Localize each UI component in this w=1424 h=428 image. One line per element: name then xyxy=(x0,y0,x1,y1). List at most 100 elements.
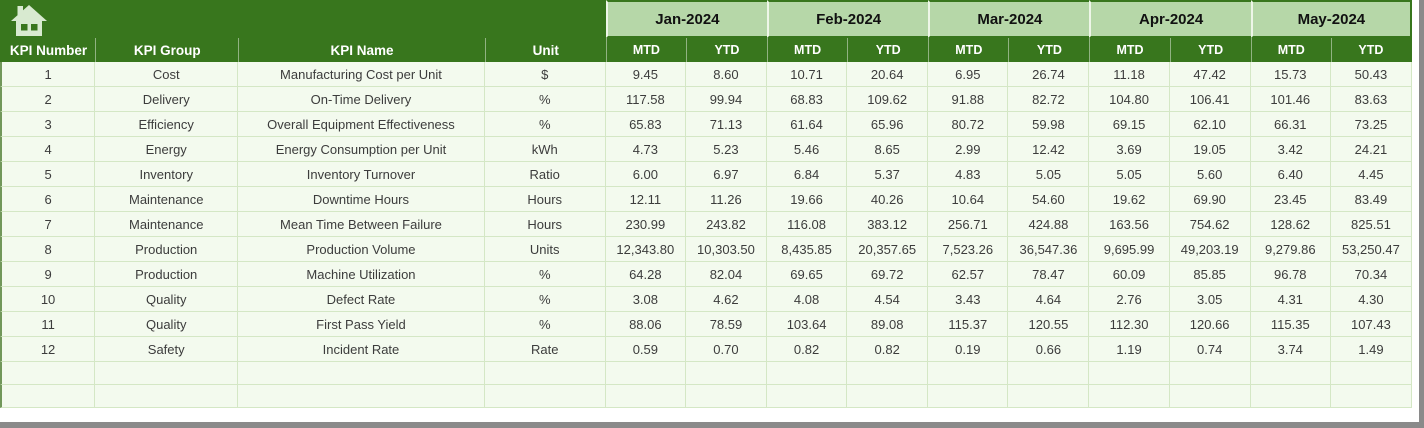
month-header-feb[interactable]: Feb-2024 xyxy=(767,0,929,38)
home-button[interactable] xyxy=(0,0,606,38)
cell-value[interactable]: 69.65 xyxy=(767,262,848,287)
cell-kpi-group[interactable]: Safety xyxy=(95,337,239,362)
cell-value[interactable]: 128.62 xyxy=(1250,212,1331,237)
cell-value[interactable]: 19.66 xyxy=(767,187,848,212)
cell-value[interactable]: 50.43 xyxy=(1330,62,1412,87)
cell-value[interactable]: 115.35 xyxy=(1250,312,1331,337)
subheader-may-ytd[interactable]: YTD xyxy=(1330,38,1412,62)
cell-value[interactable]: 82.04 xyxy=(685,262,768,287)
cell-value[interactable]: 19.05 xyxy=(1169,137,1251,162)
cell-unit[interactable]: % xyxy=(484,112,606,137)
cell-value[interactable]: 20,357.65 xyxy=(847,237,929,262)
cell-value[interactable]: 0.74 xyxy=(1169,337,1251,362)
cell-value[interactable]: 383.12 xyxy=(847,212,929,237)
cell-value[interactable]: 19.62 xyxy=(1089,187,1170,212)
cell-value[interactable]: 256.71 xyxy=(928,212,1009,237)
cell-kpi-number[interactable]: 10 xyxy=(0,287,96,312)
cell-value[interactable]: 4.62 xyxy=(685,287,768,312)
cell-empty[interactable] xyxy=(238,385,485,408)
cell-value[interactable]: 754.62 xyxy=(1169,212,1251,237)
subheader-apr-ytd[interactable]: YTD xyxy=(1169,38,1251,62)
cell-value[interactable]: 6.00 xyxy=(605,162,686,187)
cell-value[interactable]: 6.40 xyxy=(1250,162,1331,187)
cell-kpi-name[interactable]: Machine Utilization xyxy=(238,262,485,287)
cell-kpi-group[interactable]: Maintenance xyxy=(95,212,239,237)
cell-kpi-name[interactable]: Production Volume xyxy=(238,237,485,262)
cell-value[interactable]: 2.99 xyxy=(928,137,1009,162)
cell-unit[interactable]: Ratio xyxy=(484,162,606,187)
column-header-kpi-name[interactable]: KPI Name xyxy=(238,38,485,62)
cell-value[interactable]: 0.82 xyxy=(847,337,929,362)
cell-value[interactable]: 20.64 xyxy=(847,62,929,87)
cell-kpi-number[interactable]: 7 xyxy=(0,212,96,237)
cell-value[interactable]: 12.11 xyxy=(605,187,686,212)
cell-value[interactable]: 99.94 xyxy=(685,87,768,112)
cell-value[interactable]: 65.96 xyxy=(847,112,929,137)
cell-value[interactable]: 116.08 xyxy=(767,212,848,237)
cell-kpi-name[interactable]: Inventory Turnover xyxy=(238,162,485,187)
cell-kpi-name[interactable]: Defect Rate xyxy=(238,287,485,312)
cell-value[interactable]: 78.59 xyxy=(685,312,768,337)
cell-value[interactable]: 120.66 xyxy=(1169,312,1251,337)
cell-value[interactable]: 9.45 xyxy=(605,62,686,87)
cell-value[interactable]: 10.71 xyxy=(767,62,848,87)
cell-value[interactable]: 117.58 xyxy=(605,87,686,112)
cell-value[interactable]: 60.09 xyxy=(1089,262,1170,287)
cell-unit[interactable]: % xyxy=(484,87,606,112)
cell-value[interactable]: 64.28 xyxy=(605,262,686,287)
cell-value[interactable]: 78.47 xyxy=(1008,262,1090,287)
cell-empty[interactable] xyxy=(484,385,606,408)
cell-value[interactable]: 0.59 xyxy=(605,337,686,362)
cell-value[interactable]: 4.08 xyxy=(767,287,848,312)
cell-kpi-number[interactable]: 5 xyxy=(0,162,96,187)
cell-value[interactable]: 3.69 xyxy=(1089,137,1170,162)
cell-value[interactable]: 3.43 xyxy=(928,287,1009,312)
subheader-feb-ytd[interactable]: YTD xyxy=(847,38,929,62)
month-header-jan[interactable]: Jan-2024 xyxy=(605,0,768,38)
subheader-jan-ytd[interactable]: YTD xyxy=(685,38,768,62)
cell-value[interactable]: 9,279.86 xyxy=(1250,237,1331,262)
cell-kpi-name[interactable]: Energy Consumption per Unit xyxy=(238,137,485,162)
cell-value[interactable]: 4.54 xyxy=(847,287,929,312)
cell-value[interactable]: 0.66 xyxy=(1008,337,1090,362)
month-header-may[interactable]: May-2024 xyxy=(1250,0,1412,38)
cell-value[interactable]: 5.05 xyxy=(1008,162,1090,187)
cell-value[interactable]: 103.64 xyxy=(767,312,848,337)
cell-value[interactable]: 230.99 xyxy=(605,212,686,237)
cell-value[interactable]: 80.72 xyxy=(928,112,1009,137)
cell-kpi-group[interactable]: Efficiency xyxy=(95,112,239,137)
cell-value[interactable]: 47.42 xyxy=(1169,62,1251,87)
subheader-jan-mtd[interactable]: MTD xyxy=(605,38,686,62)
cell-value[interactable]: 4.31 xyxy=(1250,287,1331,312)
cell-value[interactable]: 6.97 xyxy=(685,162,768,187)
column-header-kpi-number[interactable]: KPI Number xyxy=(0,38,96,62)
cell-value[interactable]: 62.57 xyxy=(928,262,1009,287)
cell-kpi-group[interactable]: Inventory xyxy=(95,162,239,187)
cell-value[interactable]: 24.21 xyxy=(1330,137,1412,162)
cell-kpi-name[interactable]: Downtime Hours xyxy=(238,187,485,212)
cell-unit[interactable]: % xyxy=(484,312,606,337)
cell-kpi-group[interactable]: Cost xyxy=(95,62,239,87)
cell-kpi-number[interactable]: 8 xyxy=(0,237,96,262)
cell-value[interactable]: 3.42 xyxy=(1250,137,1331,162)
cell-value[interactable]: 8.60 xyxy=(685,62,768,87)
cell-value[interactable]: 73.25 xyxy=(1330,112,1412,137)
cell-value[interactable]: 424.88 xyxy=(1008,212,1090,237)
cell-value[interactable]: 53,250.47 xyxy=(1330,237,1412,262)
cell-kpi-number[interactable]: 11 xyxy=(0,312,96,337)
cell-value[interactable]: 66.31 xyxy=(1250,112,1331,137)
cell-value[interactable]: 5.05 xyxy=(1089,162,1170,187)
cell-empty[interactable] xyxy=(1250,362,1331,385)
cell-value[interactable]: 82.72 xyxy=(1008,87,1090,112)
cell-value[interactable]: 4.64 xyxy=(1008,287,1090,312)
cell-kpi-name[interactable]: Incident Rate xyxy=(238,337,485,362)
cell-kpi-group[interactable]: Energy xyxy=(95,137,239,162)
cell-value[interactable]: 104.80 xyxy=(1089,87,1170,112)
cell-value[interactable]: 83.49 xyxy=(1330,187,1412,212)
cell-empty[interactable] xyxy=(95,362,239,385)
column-header-kpi-group[interactable]: KPI Group xyxy=(95,38,239,62)
cell-empty[interactable] xyxy=(847,385,929,408)
cell-value[interactable]: 49,203.19 xyxy=(1169,237,1251,262)
cell-value[interactable]: 69.90 xyxy=(1169,187,1251,212)
cell-empty[interactable] xyxy=(928,385,1009,408)
